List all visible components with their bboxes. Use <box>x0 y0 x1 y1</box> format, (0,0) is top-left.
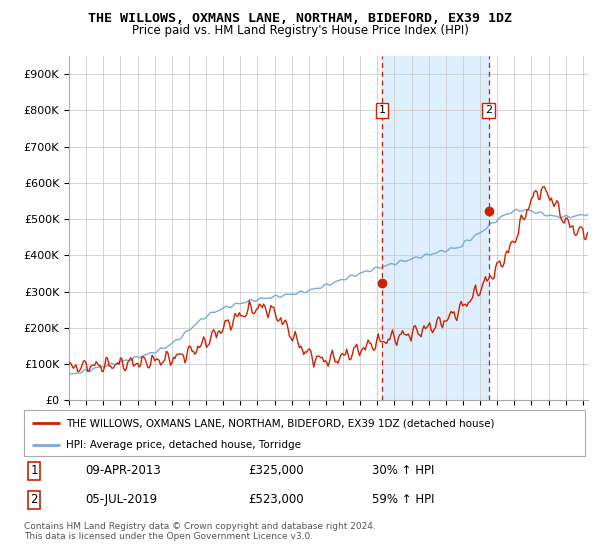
Text: 2: 2 <box>485 105 492 115</box>
Text: £523,000: £523,000 <box>248 493 304 506</box>
Text: 1: 1 <box>379 105 385 115</box>
Text: 2: 2 <box>31 493 38 506</box>
Text: Price paid vs. HM Land Registry's House Price Index (HPI): Price paid vs. HM Land Registry's House … <box>131 24 469 36</box>
Text: HPI: Average price, detached house, Torridge: HPI: Average price, detached house, Torr… <box>66 440 301 450</box>
Text: £325,000: £325,000 <box>248 464 304 477</box>
Text: 1: 1 <box>31 464 38 477</box>
Text: THE WILLOWS, OXMANS LANE, NORTHAM, BIDEFORD, EX39 1DZ (detached house): THE WILLOWS, OXMANS LANE, NORTHAM, BIDEF… <box>66 418 494 428</box>
Text: 59% ↑ HPI: 59% ↑ HPI <box>372 493 434 506</box>
Text: THE WILLOWS, OXMANS LANE, NORTHAM, BIDEFORD, EX39 1DZ: THE WILLOWS, OXMANS LANE, NORTHAM, BIDEF… <box>88 12 512 25</box>
Text: Contains HM Land Registry data © Crown copyright and database right 2024.
This d: Contains HM Land Registry data © Crown c… <box>24 522 376 542</box>
Bar <box>382 56 488 400</box>
Text: 09-APR-2013: 09-APR-2013 <box>86 464 161 477</box>
FancyBboxPatch shape <box>24 410 585 456</box>
Text: 05-JUL-2019: 05-JUL-2019 <box>86 493 158 506</box>
Text: 30% ↑ HPI: 30% ↑ HPI <box>372 464 434 477</box>
